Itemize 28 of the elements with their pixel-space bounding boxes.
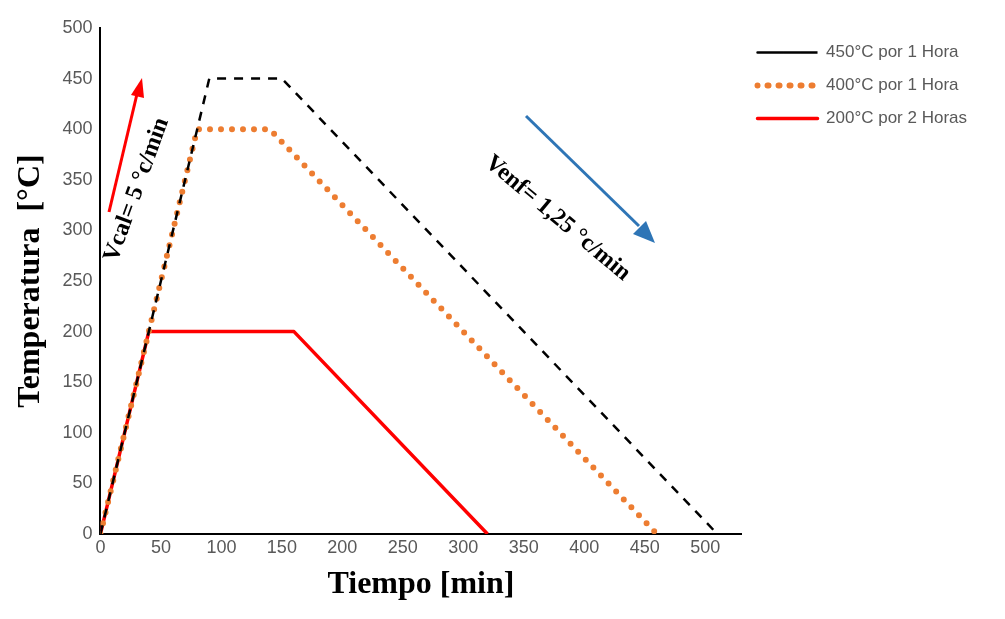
y-tick-label: 100 bbox=[62, 421, 93, 442]
annotation: Vcal= 5 °c/min bbox=[96, 113, 174, 265]
x-tick-label: 300 bbox=[448, 536, 479, 557]
x-tick-label: 50 bbox=[150, 536, 171, 557]
x-tick-label: 500 bbox=[690, 536, 721, 557]
legend-label: 400°C por 1 Hora bbox=[826, 75, 960, 95]
x-tick-label: 100 bbox=[206, 536, 237, 557]
x-tick-label: 350 bbox=[508, 536, 539, 557]
x-tick-label: 150 bbox=[266, 536, 297, 557]
y-tick-label: 150 bbox=[62, 371, 93, 392]
x-tick-label: 250 bbox=[387, 536, 418, 557]
x-tick-label: 200 bbox=[327, 536, 358, 557]
y-tick-label: 450 bbox=[62, 67, 93, 88]
x-tick-label: 400 bbox=[569, 536, 600, 557]
y-tick-label: 300 bbox=[62, 219, 93, 240]
y-tick-label: 500 bbox=[62, 16, 93, 37]
legend-label: 450°C por 1 Hora bbox=[826, 42, 960, 62]
x-axis-title: Tiempo [min] bbox=[327, 564, 515, 601]
y-axis-title: Temperatura [°C] bbox=[10, 154, 47, 408]
y-tick-label: 200 bbox=[62, 320, 93, 341]
x-tick-label: 450 bbox=[629, 536, 660, 557]
y-tick-label: 350 bbox=[62, 168, 93, 189]
y-tick-label: 250 bbox=[62, 269, 93, 290]
y-tick-label: 0 bbox=[82, 522, 93, 543]
legend-label: 200°C por 2 Horas bbox=[826, 108, 967, 128]
x-tick-label: 0 bbox=[95, 536, 106, 557]
y-tick-label: 400 bbox=[62, 118, 93, 139]
y-tick-label: 50 bbox=[72, 472, 93, 493]
